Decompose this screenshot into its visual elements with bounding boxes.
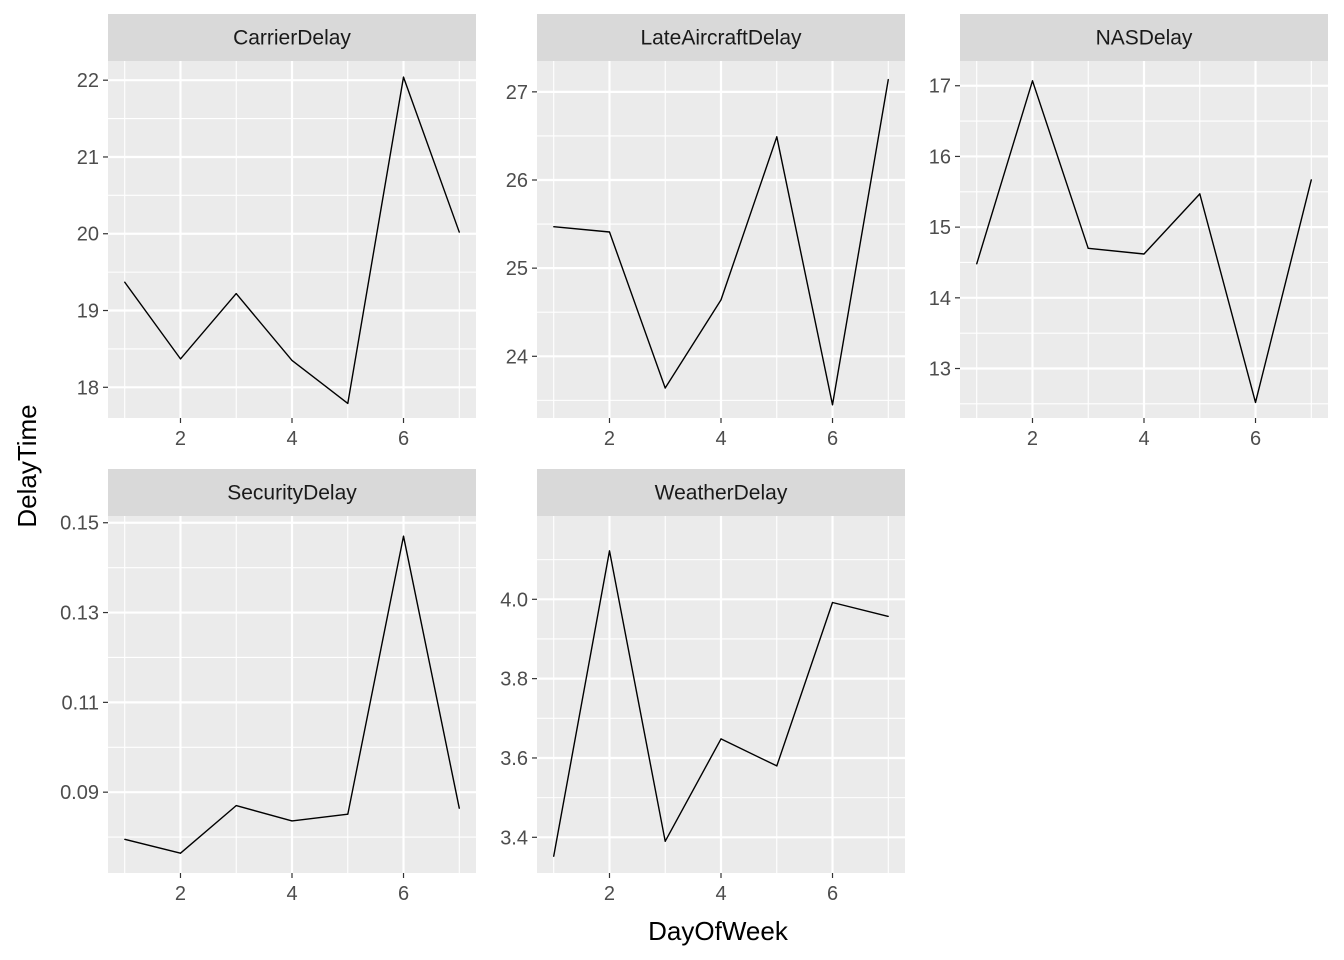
y-axis-title: DelayTime — [12, 404, 42, 527]
panel-title: WeatherDelay — [655, 482, 788, 505]
data-point — [887, 615, 889, 617]
panel-strip — [537, 469, 905, 516]
x-tick-label: 6 — [1250, 428, 1261, 450]
data-point — [553, 226, 555, 228]
data-point — [887, 78, 889, 81]
x-axis-title: DayOfWeek — [648, 916, 789, 946]
x-tick-label: 2 — [1027, 428, 1038, 450]
data-point — [402, 76, 405, 78]
data-point — [1087, 247, 1089, 249]
x-tick-label: 4 — [715, 428, 726, 450]
panel-nasdelay: NASDelay 13 14 15 16 17 2 4 6 — [929, 14, 1328, 450]
data-point — [720, 299, 722, 301]
y-tick-label: 25 — [506, 258, 528, 280]
y-tick-label: 16 — [929, 146, 951, 168]
x-tick-label: 4 — [286, 428, 297, 450]
x-tick-label: 6 — [827, 883, 838, 905]
data-point — [179, 358, 182, 360]
data-point — [776, 136, 778, 138]
y-tick-label: 0.11 — [62, 692, 99, 714]
y-tick-label: 0.15 — [60, 513, 99, 535]
panel-strip — [108, 469, 476, 516]
y-tick-label: 14 — [929, 288, 951, 310]
x-tick-label: 4 — [1138, 428, 1149, 450]
data-point — [720, 738, 722, 740]
data-point — [831, 404, 834, 406]
data-point — [1199, 193, 1201, 195]
y-tick-label: 13 — [929, 359, 951, 381]
x-tick-label: 2 — [604, 428, 615, 450]
data-point — [458, 807, 460, 809]
y-tick-label: 17 — [929, 76, 951, 98]
x-tick-label: 6 — [398, 428, 409, 450]
x-tick-label: 2 — [175, 428, 186, 450]
data-point — [608, 231, 611, 233]
y-tick-label: 24 — [506, 346, 528, 368]
y-tick-label: 15 — [929, 217, 951, 239]
data-point — [291, 820, 293, 822]
y-tick-label: 3.4 — [500, 827, 528, 849]
panel-securitydelay: SecurityDelay 0.09 0.11 0.13 0.15 2 4 6 — [60, 469, 476, 905]
data-point — [124, 281, 126, 283]
data-point — [976, 263, 978, 265]
data-point — [776, 765, 778, 767]
data-point — [347, 813, 349, 815]
panel-strip — [108, 14, 476, 61]
data-point — [1143, 253, 1145, 255]
data-point — [235, 293, 237, 295]
x-tick-label: 4 — [286, 883, 297, 905]
data-point — [235, 805, 237, 807]
x-tick-label: 2 — [604, 883, 615, 905]
data-point — [831, 601, 834, 604]
data-point — [1031, 80, 1034, 82]
y-tick-label: 0.09 — [60, 782, 99, 804]
data-point — [402, 535, 405, 537]
data-point — [1310, 179, 1312, 181]
panel-title: CarrierDelay — [233, 27, 351, 50]
x-tick-label: 4 — [715, 883, 726, 905]
y-tick-label: 26 — [506, 170, 528, 192]
y-tick-label: 0.13 — [60, 603, 99, 625]
panel-title: LateAircraftDelay — [640, 27, 802, 50]
data-point — [291, 359, 293, 362]
data-point — [553, 855, 555, 857]
data-point — [664, 387, 666, 389]
y-tick-label: 27 — [506, 82, 528, 104]
panel-weatherdelay: WeatherDelay 3.4 3.6 3.8 4.0 2 4 6 — [500, 469, 905, 905]
data-point — [1254, 401, 1257, 404]
x-tick-label: 6 — [827, 428, 838, 450]
y-tick-label: 21 — [77, 147, 99, 169]
panel-strip — [960, 14, 1328, 61]
y-tick-label: 20 — [77, 224, 99, 246]
x-tick-label: 6 — [398, 883, 409, 905]
panel-strip — [537, 14, 905, 61]
data-point — [458, 231, 460, 233]
data-point — [664, 840, 666, 842]
data-point — [124, 838, 126, 840]
y-tick-label: 19 — [77, 301, 99, 323]
y-tick-label: 3.8 — [500, 669, 528, 691]
data-point — [608, 550, 611, 552]
y-tick-label: 4.0 — [500, 589, 528, 611]
data-point — [347, 402, 349, 405]
y-tick-label: 18 — [77, 377, 99, 399]
data-point — [179, 852, 182, 854]
panel-title: SecurityDelay — [227, 482, 357, 505]
x-tick-label: 2 — [175, 883, 186, 905]
y-tick-label: 22 — [77, 70, 99, 92]
y-tick-label: 3.6 — [500, 748, 528, 770]
panel-title: NASDelay — [1096, 27, 1193, 50]
